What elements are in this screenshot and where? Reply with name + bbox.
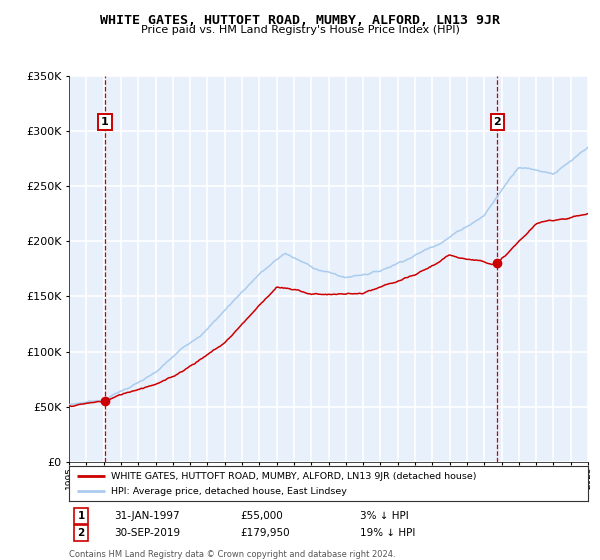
Text: 31-JAN-1997: 31-JAN-1997 (114, 511, 179, 521)
Text: 1: 1 (101, 117, 109, 127)
Text: WHITE GATES, HUTTOFT ROAD, MUMBY, ALFORD, LN13 9JR: WHITE GATES, HUTTOFT ROAD, MUMBY, ALFORD… (100, 14, 500, 27)
Text: 19% ↓ HPI: 19% ↓ HPI (360, 528, 415, 538)
Text: 30-SEP-2019: 30-SEP-2019 (114, 528, 180, 538)
Text: HPI: Average price, detached house, East Lindsey: HPI: Average price, detached house, East… (110, 487, 346, 496)
Text: 2: 2 (493, 117, 501, 127)
Text: £55,000: £55,000 (240, 511, 283, 521)
Text: £179,950: £179,950 (240, 528, 290, 538)
Text: 2: 2 (77, 528, 85, 538)
Text: 1: 1 (77, 511, 85, 521)
Text: 3% ↓ HPI: 3% ↓ HPI (360, 511, 409, 521)
Text: WHITE GATES, HUTTOFT ROAD, MUMBY, ALFORD, LN13 9JR (detached house): WHITE GATES, HUTTOFT ROAD, MUMBY, ALFORD… (110, 472, 476, 480)
Text: Contains HM Land Registry data © Crown copyright and database right 2024.
This d: Contains HM Land Registry data © Crown c… (69, 550, 395, 560)
Text: Price paid vs. HM Land Registry's House Price Index (HPI): Price paid vs. HM Land Registry's House … (140, 25, 460, 35)
